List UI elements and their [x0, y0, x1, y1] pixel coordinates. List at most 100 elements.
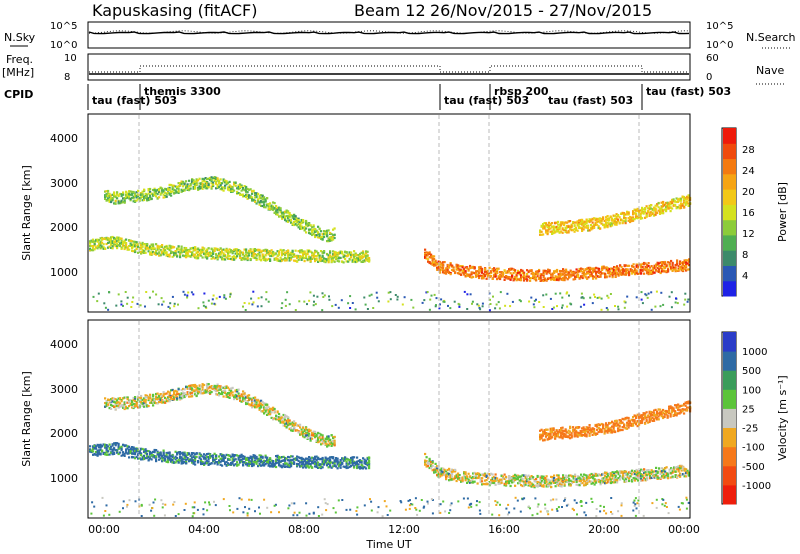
scatter-cell: [132, 197, 135, 200]
scatter-cell: [113, 191, 116, 194]
scatter-cell: [89, 448, 92, 451]
scatter-cell: [255, 258, 258, 261]
scatter-cell: [90, 244, 93, 248]
scatter-cell: [431, 259, 434, 262]
scatter-cell: [543, 226, 546, 229]
scatter-cell: [114, 194, 117, 197]
scatter-cell: [143, 457, 146, 461]
scatter-cell: [194, 180, 197, 183]
scatter-cell: [216, 248, 219, 252]
scatter-cell: [213, 177, 216, 180]
scatter-cell: [335, 253, 338, 256]
scatter-cell: [269, 412, 272, 416]
scatter-cell: [254, 399, 257, 402]
scatter-cell: [222, 180, 225, 183]
scatter-cell: [180, 392, 183, 395]
scatter-cell: [185, 455, 188, 458]
scatter-cell: [291, 222, 294, 225]
scatter-cell: [216, 385, 219, 388]
scatter-cell: [221, 391, 224, 394]
scatter-cell: [167, 254, 170, 257]
scatter-cell: [137, 193, 140, 196]
scatter-cell: [320, 257, 323, 260]
scatter-cell: [111, 443, 114, 446]
scatter-cell: [173, 457, 176, 460]
scatter-cell: [299, 256, 302, 259]
scatter-cell: [111, 444, 114, 447]
scatter-cell: [123, 201, 126, 204]
scatter-cell: [267, 409, 270, 412]
scatter-cell: [320, 443, 323, 446]
scatter-cell: [646, 267, 649, 270]
scatter-cell: [488, 266, 491, 269]
scatter-cell: [553, 270, 556, 273]
scatter-cell: [653, 271, 656, 274]
scatter-cell: [237, 249, 240, 252]
scatter-cell: [143, 189, 146, 193]
scatter-cell: [622, 272, 625, 275]
scatter-cell: [212, 456, 215, 459]
scatter-cell: [606, 224, 609, 227]
scatter-cell: [578, 270, 581, 273]
scatter-cell: [574, 271, 577, 275]
scatter-cell: [240, 258, 243, 261]
scatter-cell: [120, 404, 123, 407]
scatter-cell: [625, 273, 628, 276]
scatter-cell: [129, 199, 132, 202]
scatter-cell: [177, 248, 180, 251]
scatter-cell: [530, 296, 533, 299]
scatter-cell: [683, 260, 686, 263]
scatter-cell: [195, 390, 198, 393]
scatter-cell: [245, 195, 248, 199]
scatter-cell: [105, 242, 108, 246]
scatter-cell: [227, 249, 230, 252]
scatter-cell: [108, 241, 111, 244]
scatter-cell: [330, 434, 333, 437]
scatter-cell: [344, 251, 347, 254]
scatter-cell: [396, 295, 399, 298]
scatter-cell: [125, 448, 128, 451]
scatter-cell: [104, 405, 107, 408]
scatter-cell: [258, 407, 261, 410]
scatter-cell: [608, 274, 611, 277]
scatter-cell: [210, 180, 213, 183]
scatter-cell: [152, 454, 155, 457]
scatter-cell: [269, 258, 272, 261]
scatter-cell: [318, 258, 321, 261]
scatter-cell: [125, 244, 128, 247]
scatter-cell: [671, 207, 674, 210]
scatter-cell: [536, 270, 539, 273]
scatter-cell: [116, 401, 119, 404]
scatter-cell: [128, 456, 131, 459]
scatter-cell: [508, 276, 511, 279]
scatter-cell: [223, 296, 226, 299]
scatter-cell: [617, 268, 620, 271]
scatter-cell: [270, 411, 273, 414]
scatter-cell: [186, 452, 189, 455]
scatter-cell: [586, 267, 589, 270]
scatter-cell: [207, 177, 210, 180]
scatter-cell: [276, 410, 279, 413]
scatter-cell: [155, 395, 158, 398]
scatter-cell: [275, 416, 278, 419]
freq-strip: Freq. [MHz] 10 8 60 0 Nave: [2, 53, 784, 85]
scatter-cell: [245, 251, 248, 254]
scatter-cell: [120, 448, 123, 452]
scatter-cell: [123, 406, 126, 409]
scatter-cell: [186, 385, 189, 388]
scatter-cell: [368, 257, 371, 260]
scatter-cell: [674, 203, 677, 206]
scatter-cell: [605, 221, 608, 224]
scatter-cell: [589, 270, 592, 273]
scatter-cell: [499, 277, 502, 281]
scatter-cell: [108, 200, 111, 203]
scatter-cell: [195, 385, 198, 388]
scatter-cell: [159, 454, 162, 457]
scatter-cell: [300, 430, 303, 434]
scatter-cell: [297, 250, 300, 253]
scatter-cell: [629, 220, 632, 224]
scatter-cell: [551, 225, 554, 228]
scatter-cell: [638, 272, 641, 275]
scatter-cell: [357, 257, 360, 260]
scatter-cell: [102, 443, 105, 446]
